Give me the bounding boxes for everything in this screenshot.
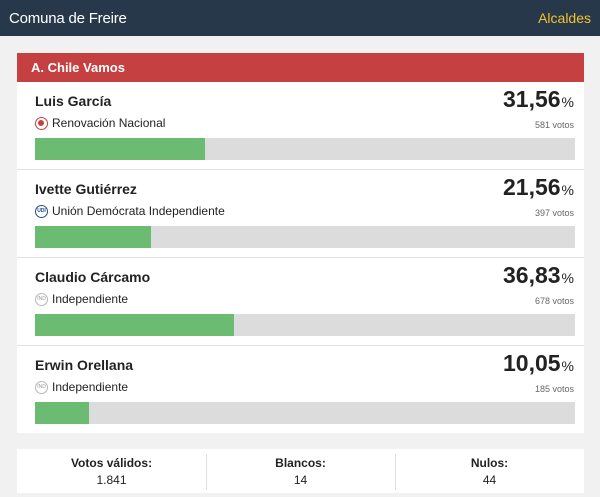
blank-votes-label: Blancos:: [275, 455, 326, 470]
vote-bar: [35, 314, 575, 336]
commune-title: Comuna de Freire: [9, 9, 127, 27]
candidate-row: Claudio Cárcamo IND Independiente 36,83%…: [17, 258, 584, 346]
vote-bar: [35, 226, 575, 248]
percent-symbol: %: [561, 358, 574, 374]
candidate-votes: 185 votos: [534, 384, 574, 394]
valid-votes-label: Votos válidos:: [70, 455, 153, 470]
percentage-value: 31,56: [502, 86, 561, 112]
party-name: Independiente: [52, 292, 129, 306]
vote-bar-fill: [35, 226, 152, 248]
party-name: Unión Demócrata Independiente: [52, 204, 225, 218]
party-name: Independiente: [52, 380, 129, 394]
pact-header: A. Chile Vamos: [17, 53, 584, 82]
candidate-party: UDI Unión Demócrata Independiente: [35, 204, 225, 218]
candidate-row: Ivette Gutiérrez UDI Unión Demócrata Ind…: [17, 170, 584, 258]
party-logo-icon: [35, 116, 48, 130]
null-votes-stat: Nulos: 44: [395, 453, 584, 490]
percentage-value: 10,05: [502, 350, 561, 376]
party-logo-icon: IND: [35, 292, 48, 306]
party-logo-icon: UDI: [35, 204, 48, 218]
vote-bar: [35, 402, 575, 424]
candidate-row: Erwin Orellana IND Independiente 10,05% …: [17, 346, 584, 434]
top-bar: Comuna de Freire Alcaldes: [0, 0, 600, 36]
candidate-percentage: 21,56%: [503, 174, 574, 201]
candidate-name: Ivette Gutiérrez: [35, 181, 137, 197]
candidate-name: Luis García: [35, 93, 112, 109]
candidate-percentage: 10,05%: [503, 350, 574, 377]
candidate-party: Renovación Nacional: [35, 116, 165, 130]
candidate-votes: 397 votos: [534, 208, 574, 218]
percent-symbol: %: [561, 182, 574, 198]
mayors-link[interactable]: Alcaldes: [538, 10, 591, 26]
blank-votes-value: 14: [293, 472, 308, 487]
vote-bar-fill: [35, 402, 90, 424]
valid-votes-stat: Votos válidos: 1.841: [17, 456, 206, 487]
candidate-votes: 581 votos: [534, 120, 574, 130]
candidate-party: IND Independiente: [35, 292, 128, 306]
vote-bar-fill: [35, 314, 234, 336]
party-name: Renovación Nacional: [52, 116, 166, 130]
party-logo-icon: IND: [35, 380, 48, 394]
percentage-value: 36,83: [502, 262, 561, 288]
candidate-percentage: 36,83%: [503, 262, 574, 289]
blank-votes-stat: Blancos: 14: [206, 453, 395, 490]
candidate-party: IND Independiente: [35, 380, 128, 394]
vote-bar-fill: [35, 138, 206, 160]
percentage-value: 21,56: [502, 174, 561, 200]
results-panel: A. Chile Vamos Luis García Renovación Na…: [17, 53, 584, 433]
candidate-name: Claudio Cárcamo: [35, 269, 151, 285]
null-votes-label: Nulos:: [470, 455, 509, 470]
candidate-votes: 678 votos: [534, 296, 574, 306]
null-votes-value: 44: [482, 472, 497, 487]
percent-symbol: %: [561, 270, 574, 286]
valid-votes-value: 1.841: [96, 472, 127, 487]
candidate-name: Erwin Orellana: [35, 357, 134, 373]
totals-footer: Votos válidos: 1.841 Blancos: 14 Nulos: …: [17, 449, 584, 493]
vote-bar: [35, 138, 575, 160]
candidate-row: Luis García Renovación Nacional 31,56% 5…: [17, 82, 584, 170]
percent-symbol: %: [561, 94, 574, 110]
candidate-percentage: 31,56%: [503, 86, 574, 113]
